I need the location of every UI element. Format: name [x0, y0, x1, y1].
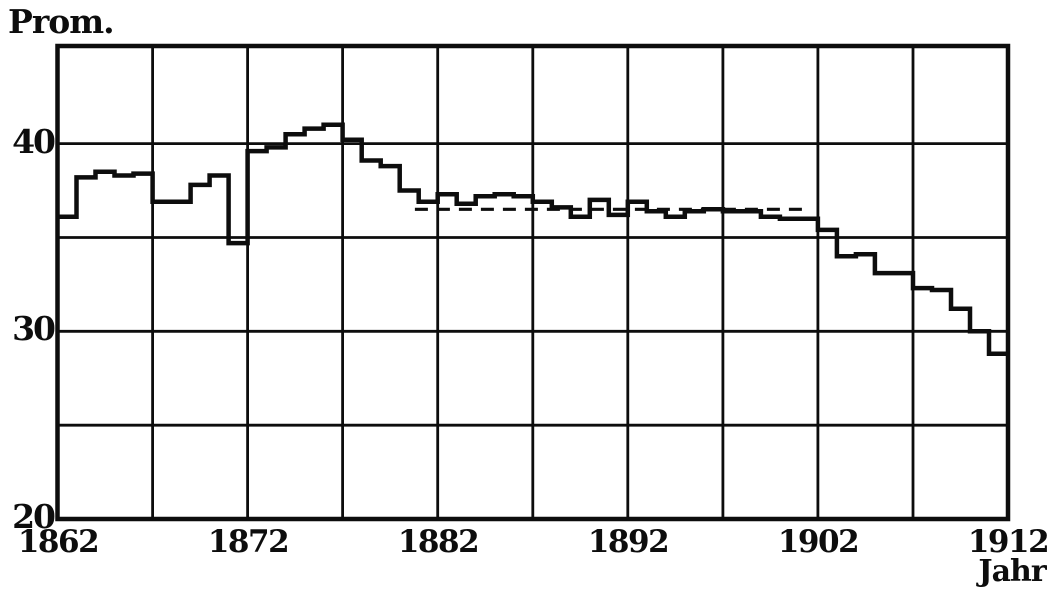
x-tick-label: 1912	[967, 524, 1050, 560]
y-tick-label: 30	[12, 309, 56, 348]
y-tick-label: 40	[12, 122, 56, 161]
x-tick-label: 1902	[777, 524, 860, 560]
birth-rate-step-line	[57, 122, 1008, 357]
x-tick-label: 1892	[587, 524, 670, 560]
x-tick-label: 1872	[207, 524, 290, 560]
y-tick-label: 20	[12, 497, 56, 536]
x-tick-label: 1882	[397, 524, 480, 560]
plot-frame	[55, 43, 1011, 522]
y-axis-title: Prom.	[8, 2, 115, 41]
x-axis-title: Jahr	[978, 554, 1046, 589]
x-tick-label: 1862	[17, 524, 100, 560]
